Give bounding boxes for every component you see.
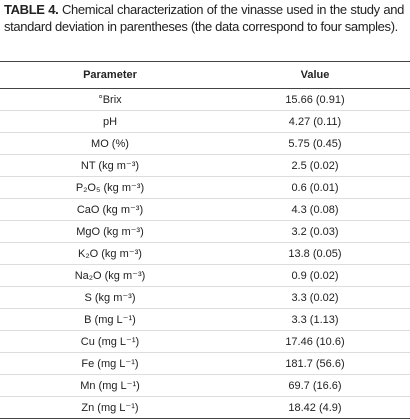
value-cell: 4.3 (0.08): [219, 198, 410, 221]
parameter-cell: °Brix: [0, 88, 220, 111]
value-cell: 0.9 (0.02): [219, 264, 410, 287]
table-row: Mn (mg L⁻¹) 69.7 (16.6): [0, 374, 410, 397]
value-cell: 3.3 (0.02): [219, 286, 410, 309]
table-row: Cu (mg L⁻¹) 17.46 (10.6): [0, 330, 410, 353]
value-cell: 13.8 (0.05): [219, 242, 410, 265]
table-row: B (mg L⁻¹) 3.3 (1.13): [0, 308, 410, 331]
table-row: °Brix 15.66 (0.91): [0, 88, 410, 111]
value-cell: 5.75 (0.45): [219, 132, 410, 155]
table-body: °Brix 15.66 (0.91) pH 4.27 (0.11) MO (%) 5.75…: [0, 88, 410, 419]
table-row: Fe (mg L⁻¹) 181.7 (56.6): [0, 352, 410, 375]
parameter-cell: MO (%): [0, 132, 220, 155]
table-row: pH 4.27 (0.11): [0, 110, 410, 133]
header-cell: Parameter: [0, 61, 220, 89]
table-row: CaO (kg m⁻³) 4.3 (0.08): [0, 198, 410, 221]
parameter-cell: Zn (mg L⁻¹): [0, 396, 220, 419]
parameter-cell: P₂O₅ (kg m⁻³): [0, 176, 220, 199]
table-row: MO (%) 5.75 (0.45): [0, 132, 410, 155]
parameter-cell: pH: [0, 110, 220, 133]
parameter-cell: Na₂O (kg m⁻³): [0, 264, 220, 287]
parameter-cell: S (kg m⁻³): [0, 286, 220, 309]
parameter-cell: NT (kg m⁻³): [0, 154, 220, 177]
table-row: K₂O (kg m⁻³) 13.8 (0.05): [0, 242, 410, 265]
data-table: Parameter Value °Brix 15.66 (0.91) pH 4.27 …: [0, 61, 410, 419]
table-row: MgO (kg m⁻³) 3.2 (0.03): [0, 220, 410, 243]
value-cell: 3.3 (1.13): [219, 308, 410, 331]
header-cell: Value: [219, 61, 410, 89]
value-cell: 0.6 (0.01): [219, 176, 410, 199]
caption: TABLE 4. Chemical characterization of th…: [4, 2, 404, 35]
value-cell: 2.5 (0.02): [219, 154, 410, 177]
value-cell: 3.2 (0.03): [219, 220, 410, 243]
table-row: Na₂O (kg m⁻³) 0.9 (0.02): [0, 264, 410, 287]
parameter-cell: K₂O (kg m⁻³): [0, 242, 220, 265]
value-cell: 18.42 (4.9): [219, 396, 410, 419]
table-row: Zn (mg L⁻¹) 18.42 (4.9): [0, 396, 410, 419]
value-cell: 4.27 (0.11): [219, 110, 410, 133]
value-cell: 181.7 (56.6): [219, 352, 410, 375]
table-row: S (kg m⁻³) 3.3 (0.02): [0, 286, 410, 309]
parameter-cell: CaO (kg m⁻³): [0, 198, 220, 221]
caption-label: TABLE 4.: [4, 2, 59, 17]
parameter-cell: Fe (mg L⁻¹): [0, 352, 220, 375]
value-cell: 15.66 (0.91): [219, 88, 410, 111]
header-row: Parameter Value: [0, 61, 410, 89]
table-row: P₂O₅ (kg m⁻³) 0.6 (0.01): [0, 176, 410, 199]
table-row: NT (kg m⁻³) 2.5 (0.02): [0, 154, 410, 177]
value-cell: 69.7 (16.6): [219, 374, 410, 397]
value-cell: 17.46 (10.6): [219, 330, 410, 353]
parameter-cell: Cu (mg L⁻¹): [0, 330, 220, 353]
parameter-cell: B (mg L⁻¹): [0, 308, 220, 331]
parameter-cell: MgO (kg m⁻³): [0, 220, 220, 243]
parameter-cell: Mn (mg L⁻¹): [0, 374, 220, 397]
caption-text: Chemical characterization of the vinasse…: [4, 2, 404, 34]
